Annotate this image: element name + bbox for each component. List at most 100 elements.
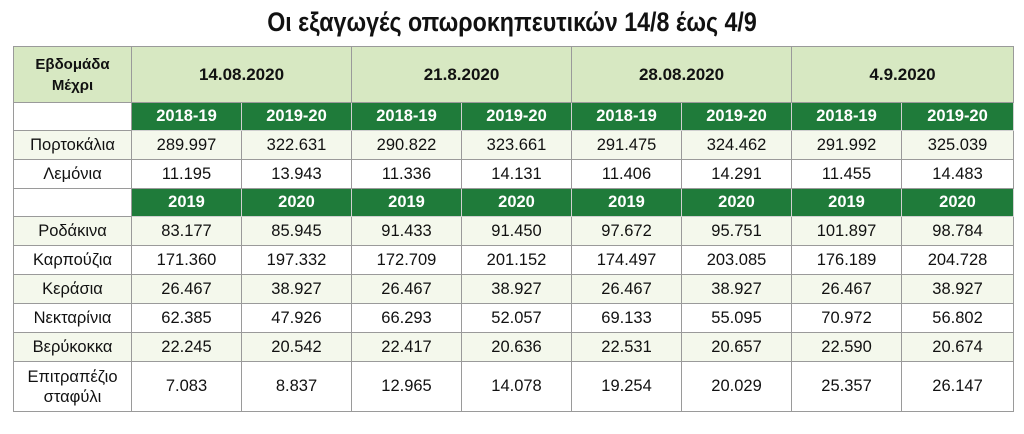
season-header: 2019-20 <box>241 102 352 131</box>
row-label: Νεκταρίνια <box>13 303 132 333</box>
table-cell: 26.467 <box>351 274 462 304</box>
table-cell: 25.357 <box>791 361 903 412</box>
row-label: Βερύκοκκα <box>13 332 132 362</box>
row-label: Ροδάκινα <box>13 216 132 246</box>
table-cell: 26.467 <box>571 274 683 304</box>
table-cell: 70.972 <box>791 303 903 333</box>
table-cell: 11.195 <box>131 159 242 189</box>
blank-cell <box>13 188 132 217</box>
row-label: Πορτοκάλια <box>13 130 132 160</box>
table-row: Νεκταρίνια 62.385 47.926 66.293 52.057 6… <box>13 303 1015 333</box>
table-cell: 26.467 <box>791 274 903 304</box>
table-row: Λεμόνια 11.195 13.943 11.336 14.131 11.4… <box>13 159 1015 189</box>
season-header: 2019-20 <box>681 102 793 131</box>
table-cell: 22.245 <box>131 332 242 362</box>
date-header: 28.08.2020 <box>571 46 793 103</box>
table-cell: 38.927 <box>901 274 1015 304</box>
date-header: 14.08.2020 <box>131 46 352 103</box>
table-cell: 14.483 <box>901 159 1015 189</box>
table-cell: 11.336 <box>351 159 462 189</box>
season-header: 2019-20 <box>901 102 1015 131</box>
table-cell: 325.039 <box>901 130 1015 160</box>
table-cell: 322.631 <box>241 130 352 160</box>
table-row: Κεράσια 26.467 38.927 26.467 38.927 26.4… <box>13 274 1015 304</box>
table-cell: 171.360 <box>131 245 242 275</box>
table-cell: 83.177 <box>131 216 242 246</box>
table-cell: 290.822 <box>351 130 462 160</box>
date-header: 21.8.2020 <box>350 46 573 103</box>
season-header: 2018-19 <box>131 102 242 131</box>
table-cell: 62.385 <box>131 303 242 333</box>
year-header: 2020 <box>241 188 352 217</box>
table-cell: 55.095 <box>681 303 793 333</box>
table-cell: 22.531 <box>571 332 683 362</box>
table-cell: 197.332 <box>241 245 352 275</box>
year-header: 2019 <box>131 188 242 217</box>
table-cell: 52.057 <box>460 303 573 333</box>
table-cell: 201.152 <box>460 245 573 275</box>
table-cell: 323.661 <box>460 130 573 160</box>
table-cell: 11.406 <box>571 159 683 189</box>
row-label: Επιτραπέζιο σταφύλι <box>13 361 132 412</box>
table-cell: 69.133 <box>571 303 683 333</box>
year-header: 2020 <box>681 188 793 217</box>
table-cell: 7.083 <box>131 361 242 412</box>
table-cell: 85.945 <box>241 216 352 246</box>
header-row-dates: Εβδομάδα Μέχρι 14.08.2020 21.8.2020 28.0… <box>13 46 1015 103</box>
table-cell: 13.943 <box>241 159 352 189</box>
year-header: 2019 <box>791 188 903 217</box>
table-cell: 22.417 <box>351 332 462 362</box>
table-row: Βερύκοκκα 22.245 20.542 22.417 20.636 22… <box>13 332 1015 362</box>
year-header: 2020 <box>901 188 1015 217</box>
table-cell: 204.728 <box>901 245 1015 275</box>
season-header: 2018-19 <box>571 102 683 131</box>
table-cell: 14.078 <box>460 361 573 412</box>
date-header: 4.9.2020 <box>791 46 1015 103</box>
table-cell: 47.926 <box>241 303 352 333</box>
table-cell: 95.751 <box>681 216 793 246</box>
table-cell: 172.709 <box>351 245 462 275</box>
blank-cell <box>13 102 132 131</box>
table-cell: 20.636 <box>460 332 573 362</box>
table-cell: 12.965 <box>351 361 462 412</box>
table-cell: 289.997 <box>131 130 242 160</box>
table-cell: 19.254 <box>571 361 683 412</box>
table-cell: 91.450 <box>460 216 573 246</box>
table-cell: 20.674 <box>901 332 1015 362</box>
table-cell: 66.293 <box>351 303 462 333</box>
table-cell: 26.467 <box>131 274 242 304</box>
table-cell: 38.927 <box>241 274 352 304</box>
header-row-years: 2019 2020 2019 2020 2019 2020 2019 2020 <box>13 188 1015 217</box>
year-header: 2020 <box>460 188 573 217</box>
table-cell: 22.590 <box>791 332 903 362</box>
table-cell: 91.433 <box>351 216 462 246</box>
season-header: 2018-19 <box>791 102 903 131</box>
week-header: Εβδομάδα Μέχρι <box>13 46 132 103</box>
header-row-seasons: 2018-19 2019-20 2018-19 2019-20 2018-19 … <box>13 102 1015 131</box>
table-cell: 8.837 <box>241 361 352 412</box>
table-row: Ροδάκινα 83.177 85.945 91.433 91.450 97.… <box>13 216 1015 246</box>
table-cell: 20.542 <box>241 332 352 362</box>
table-cell: 174.497 <box>571 245 683 275</box>
table-cell: 291.475 <box>571 130 683 160</box>
table-cell: 26.147 <box>901 361 1015 412</box>
table-cell: 38.927 <box>681 274 793 304</box>
row-label: Λεμόνια <box>13 159 132 189</box>
table-cell: 203.085 <box>681 245 793 275</box>
table-cell: 97.672 <box>571 216 683 246</box>
table-row: Πορτοκάλια 289.997 322.631 290.822 323.6… <box>13 130 1015 160</box>
year-header: 2019 <box>571 188 683 217</box>
table-cell: 38.927 <box>460 274 573 304</box>
table-cell: 14.131 <box>460 159 573 189</box>
exports-table: Εβδομάδα Μέχρι 14.08.2020 21.8.2020 28.0… <box>13 46 1015 412</box>
table-cell: 324.462 <box>681 130 793 160</box>
table-cell: 176.189 <box>791 245 903 275</box>
table-row: Καρπούζια 171.360 197.332 172.709 201.15… <box>13 245 1015 275</box>
row-label: Κεράσια <box>13 274 132 304</box>
table-cell: 20.657 <box>681 332 793 362</box>
table-cell: 291.992 <box>791 130 903 160</box>
year-header: 2019 <box>351 188 462 217</box>
table-cell: 101.897 <box>791 216 903 246</box>
table-cell: 14.291 <box>681 159 793 189</box>
table-row: Επιτραπέζιο σταφύλι 7.083 8.837 12.965 1… <box>13 361 1015 412</box>
